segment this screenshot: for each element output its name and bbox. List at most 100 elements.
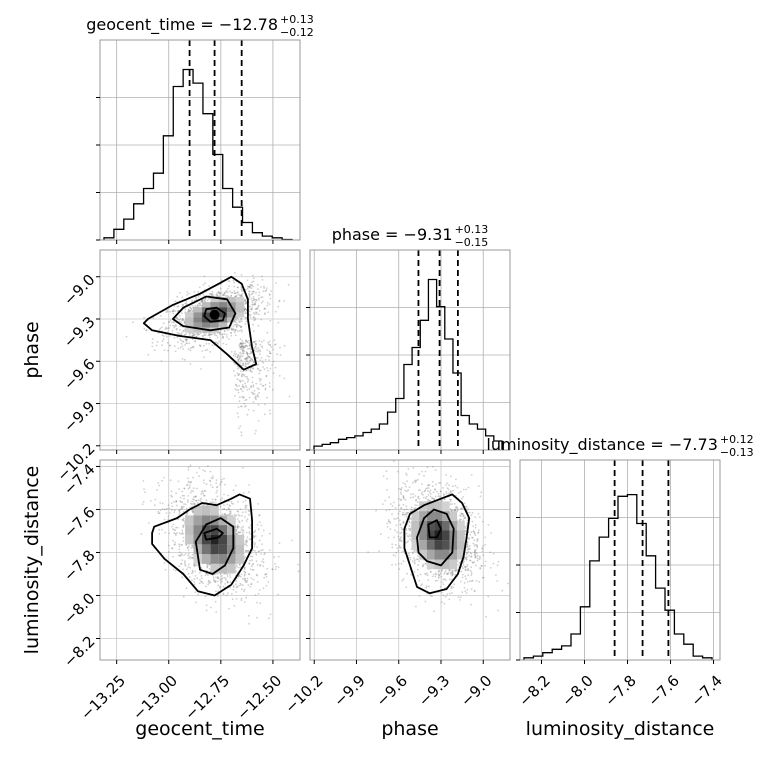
density-cell [434,511,442,521]
title-main: luminosity_distance = −7.73 [486,435,717,455]
contour-level-3 [151,493,253,597]
density-cell [210,297,219,303]
density-cell [419,549,427,560]
histogram-luminosity_distance [523,493,713,660]
contour-level-2 [194,517,235,575]
density-cell [419,530,427,541]
density-cell [210,563,219,574]
title-lower-error: −0.15 [455,236,489,249]
density-cell [419,520,427,531]
density-cell [193,312,202,318]
density-cell [185,322,194,328]
density-cell [411,511,420,521]
x-tick-label: −10.2 [281,672,326,717]
density-cell [185,312,194,318]
y-tick-label: −7.8 [60,546,98,584]
density-cell [426,501,435,512]
density-cell [193,515,202,526]
density-cells [185,505,245,574]
panel-plot-area [310,460,510,660]
density-cell [218,534,228,545]
y-tick-label: −7.6 [60,503,98,541]
density-cell [442,501,450,512]
density-cell [442,530,450,541]
density-cell [218,322,228,328]
density-cell [218,554,228,564]
panel-plot-area [100,460,300,660]
density-cell [201,322,211,328]
density-cell [235,307,245,313]
density-cell [449,549,458,560]
density-cell [193,322,202,328]
contour-level-1 [427,519,442,539]
x-tick-label: −7.8 [601,672,639,710]
contour-level-3 [403,493,471,595]
density-cell [426,559,435,570]
contour-level-2 [416,508,455,567]
density-cell [434,540,442,550]
panel-2d-phase-luminosity_distance [306,459,511,664]
density-cell [201,302,211,308]
density-cell [426,511,435,521]
x-tick-label: −9.6 [373,672,411,710]
title-upper-error: +0.13 [455,223,489,236]
density-cell [442,511,450,521]
density-cell [411,520,420,531]
panel-2d-geocent_time-phase [96,249,301,454]
x-tick-label: −9.9 [330,672,368,710]
density-cell [210,302,219,308]
panel-title-geocent_time: geocent_time = −12.78 +0.13−0.12 [86,13,314,39]
contour-level-1 [203,306,226,323]
density-cell [426,520,435,531]
density-cell [227,525,236,535]
density-cell [193,327,202,333]
density-cell [201,525,211,535]
x-tick-label: −7.6 [644,672,682,710]
panel-2d-geocent_time-luminosity_distance [96,459,301,664]
density-cell [185,317,194,323]
density-cell [235,312,245,318]
panel-frame [519,459,721,661]
density-cell [227,563,236,574]
panel-title-luminosity_distance: luminosity_distance = −7.73 +0.12−0.13 [486,433,753,459]
density-cell [185,534,194,545]
density-cells [185,297,245,333]
y-tick-label: −9.6 [60,355,98,393]
title-main: phase = −9.31 [332,225,453,244]
x-tick-label: −7.4 [687,672,725,710]
y-axis-label-phase: phase [21,321,43,378]
density-cell [227,534,236,545]
density-cell [426,530,435,541]
contour-level-2 [172,295,237,332]
density-cell [218,312,228,318]
panel-hist-luminosity_distance: luminosity_distance = −7.73 +0.12−0.13 [486,433,754,664]
x-axis-label-geocent_time: geocent_time [135,718,264,740]
density-cell [185,515,194,526]
density-cell [193,505,202,516]
x-axis-label-luminosity_distance: luminosity_distance [526,718,715,740]
density-cell [449,559,458,570]
density-cell [218,525,228,535]
density-cell [201,505,211,516]
density-cell [218,307,228,313]
density-cell [201,317,211,323]
density-cell [227,307,236,313]
density-cell [218,302,228,308]
density-cell [434,549,442,560]
density-cell [434,501,442,512]
density-cell [442,540,450,550]
density-cell [419,540,427,550]
density-cell [449,520,458,531]
density-cell [185,327,194,333]
title-upper-error: +0.13 [280,13,314,26]
density-cell [235,534,245,545]
density-cell [227,515,236,526]
x-tick-label: −13.25 [77,672,129,724]
density-cell [449,511,458,521]
density-cell [185,525,194,535]
panel-frame [99,459,301,661]
contour-level-1 [203,527,224,541]
density-cell [235,297,245,303]
histogram-geocent_time [103,68,293,240]
density-cell [201,554,211,564]
